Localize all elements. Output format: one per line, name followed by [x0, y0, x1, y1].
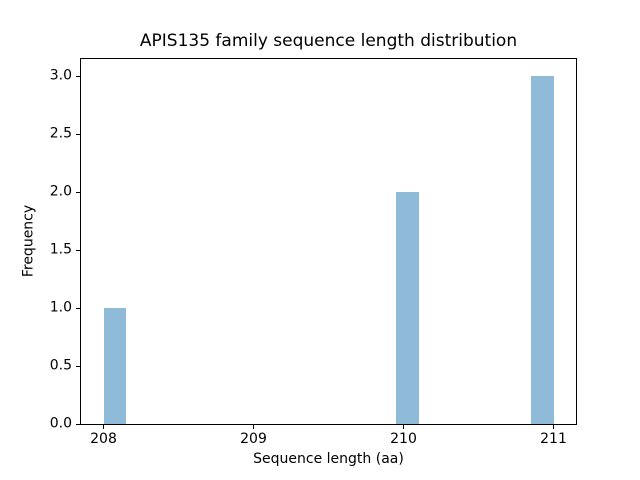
x-tick-label: 209: [240, 431, 267, 447]
y-tick: [76, 75, 80, 77]
x-tick: [403, 425, 404, 429]
y-tick-label: 0.5: [49, 357, 72, 374]
x-tick-label: 210: [390, 431, 417, 447]
x-tick: [103, 425, 104, 429]
plot-area: 208 209 210 211 0.0 0.5 1.0 1.5 2.0 2.5 3.0: [50, 58, 577, 447]
y-tick: [76, 249, 80, 251]
histogram-bar: [531, 76, 554, 424]
x-tick-label: 208: [90, 431, 117, 447]
x-tick: [553, 425, 554, 429]
y-tick-label: 2.0: [49, 183, 72, 200]
y-axis-label: Frequency: [20, 204, 37, 278]
histogram-bar: [396, 192, 419, 424]
chart-title: APIS135 family sequence length distribut…: [139, 31, 518, 51]
y-tick: [76, 365, 80, 367]
x-tick: [253, 425, 254, 429]
y-tick-label: 1.5: [49, 241, 72, 258]
y-tick-label: 2.5: [49, 125, 72, 142]
y-tick-label: 1.0: [49, 299, 72, 316]
x-axis-label: Sequence length (aa): [253, 451, 404, 467]
y-tick: [76, 423, 80, 425]
x-tick-label: 211: [540, 431, 567, 447]
histogram-bar: [103, 308, 126, 424]
y-tick: [76, 133, 80, 135]
y-tick-label: 0.0: [49, 415, 72, 432]
y-tick-label: 3.0: [49, 67, 72, 84]
y-tick: [76, 191, 80, 193]
y-tick: [76, 307, 80, 309]
